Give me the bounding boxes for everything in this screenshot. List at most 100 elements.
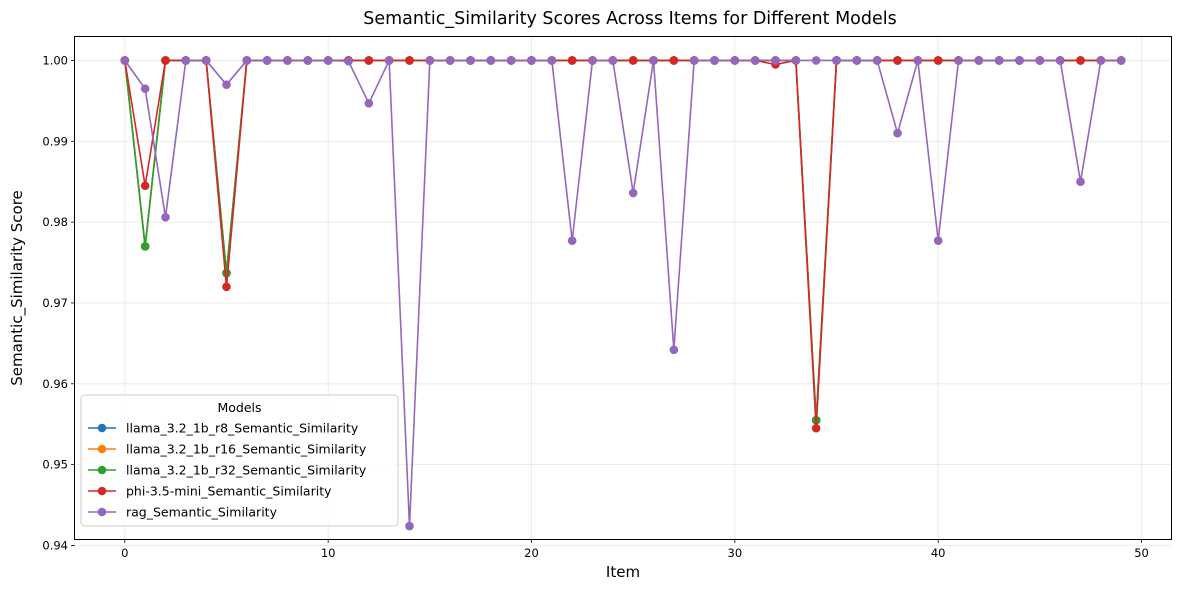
legend: Models llama_3.2_1b_r8_Semantic_Similari…: [80, 394, 399, 527]
y-tick-label: 0.98: [42, 215, 68, 229]
data-point: [405, 56, 414, 65]
data-point: [1076, 56, 1085, 65]
data-point: [913, 56, 923, 65]
y-tick-label: 0.94: [42, 538, 68, 552]
data-point: [933, 236, 943, 246]
x-tick-label: 20: [524, 546, 539, 560]
data-point: [425, 56, 435, 65]
x-tick-label: 10: [321, 546, 336, 560]
y-tick-label: 1.00: [42, 53, 68, 67]
data-point: [181, 56, 191, 65]
data-point: [283, 56, 292, 65]
data-point: [628, 56, 638, 65]
data-point: [832, 56, 841, 65]
data-point: [730, 56, 740, 65]
legend-label: rag_Semantic_Similarity: [126, 505, 278, 520]
data-point: [669, 56, 679, 65]
data-point: [1015, 56, 1024, 65]
legend-item: phi-3.5-mini_Semantic_Similarity: [88, 484, 332, 499]
legend-item: llama_3.2_1b_r32_Semantic_Similarity: [88, 463, 367, 478]
legend-marker: [97, 486, 107, 496]
data-point: [445, 56, 455, 65]
series-5: [120, 56, 1126, 531]
data-point: [120, 56, 130, 65]
data-point: [1055, 56, 1065, 65]
data-point: [811, 423, 821, 433]
x-tick-label: 50: [1134, 546, 1149, 560]
data-point: [242, 56, 252, 65]
data-point: [547, 56, 557, 65]
data-point: [994, 56, 1004, 65]
data-point: [222, 268, 231, 278]
legend-label: llama_3.2_1b_r32_Semantic_Similarity: [126, 463, 367, 478]
data-point: [852, 56, 862, 65]
data-point: [872, 56, 882, 65]
data-point: [486, 56, 496, 65]
data-point: [140, 242, 150, 251]
series-layer: [120, 56, 1126, 531]
legend-item: rag_Semantic_Similarity: [88, 505, 278, 520]
data-point: [1116, 56, 1126, 65]
data-point: [161, 56, 170, 65]
x-axis: 0 10 20 30 40 50: [121, 539, 1149, 560]
data-point: [689, 56, 699, 65]
data-point: [771, 56, 780, 65]
legend-label: llama_3.2_1b_r8_Semantic_Similarity: [126, 421, 359, 436]
data-point: [893, 128, 902, 138]
legend-box: [80, 394, 399, 527]
data-point: [323, 56, 333, 65]
data-point: [649, 56, 658, 65]
data-point: [933, 56, 943, 65]
data-point: [364, 98, 374, 108]
data-point: [1035, 56, 1045, 65]
y-tick-label: 0.99: [42, 134, 68, 148]
x-axis-title: Item: [606, 563, 640, 581]
legend-marker: [97, 444, 107, 454]
data-point: [527, 56, 536, 65]
legend-marker: [97, 507, 107, 517]
y-axis-title: Semantic_Similarity Score: [8, 190, 27, 386]
data-point: [954, 56, 963, 65]
data-point: [140, 181, 150, 191]
data-point: [344, 56, 353, 66]
legend-marker: [97, 465, 107, 475]
y-tick-label: 0.97: [42, 296, 68, 310]
legend-label: phi-3.5-mini_Semantic_Similarity: [126, 484, 332, 499]
legend-marker: [97, 423, 107, 433]
data-point: [608, 56, 618, 65]
data-point: [628, 188, 638, 198]
data-point: [567, 236, 577, 246]
data-point: [1096, 56, 1106, 65]
x-tick-label: 40: [931, 546, 946, 560]
data-point: [303, 56, 313, 65]
data-point: [750, 56, 760, 65]
legend-item: llama_3.2_1b_r16_Semantic_Similarity: [88, 442, 367, 457]
data-point: [791, 56, 801, 65]
y-tick-label: 0.95: [42, 458, 68, 472]
x-tick-label: 30: [728, 546, 743, 560]
y-axis: 0.94 0.95 0.96 0.97 0.98 0.99 1.00: [42, 53, 75, 552]
data-point: [506, 56, 516, 65]
legend-label: llama_3.2_1b_r16_Semantic_Similarity: [126, 442, 367, 457]
data-point: [567, 56, 577, 65]
data-point: [669, 345, 679, 355]
legend-item: llama_3.2_1b_r8_Semantic_Similarity: [88, 421, 359, 436]
data-point: [1076, 177, 1085, 186]
legend-title: Models: [217, 400, 261, 415]
x-tick-label: 0: [121, 546, 128, 560]
legend-items: llama_3.2_1b_r8_Semantic_Similarityllama…: [88, 421, 367, 520]
chart-title: Semantic_Similarity Scores Across Items …: [363, 9, 897, 29]
data-point: [364, 56, 374, 65]
data-point: [466, 56, 475, 65]
data-point: [262, 56, 272, 65]
data-point: [140, 84, 150, 94]
y-tick-label: 0.96: [42, 377, 68, 391]
plot-frame: [74, 36, 1172, 540]
data-point: [811, 56, 821, 65]
data-point: [974, 56, 984, 65]
data-point: [893, 56, 902, 65]
data-point: [384, 56, 394, 65]
data-point: [405, 521, 414, 531]
data-point: [222, 80, 231, 89]
